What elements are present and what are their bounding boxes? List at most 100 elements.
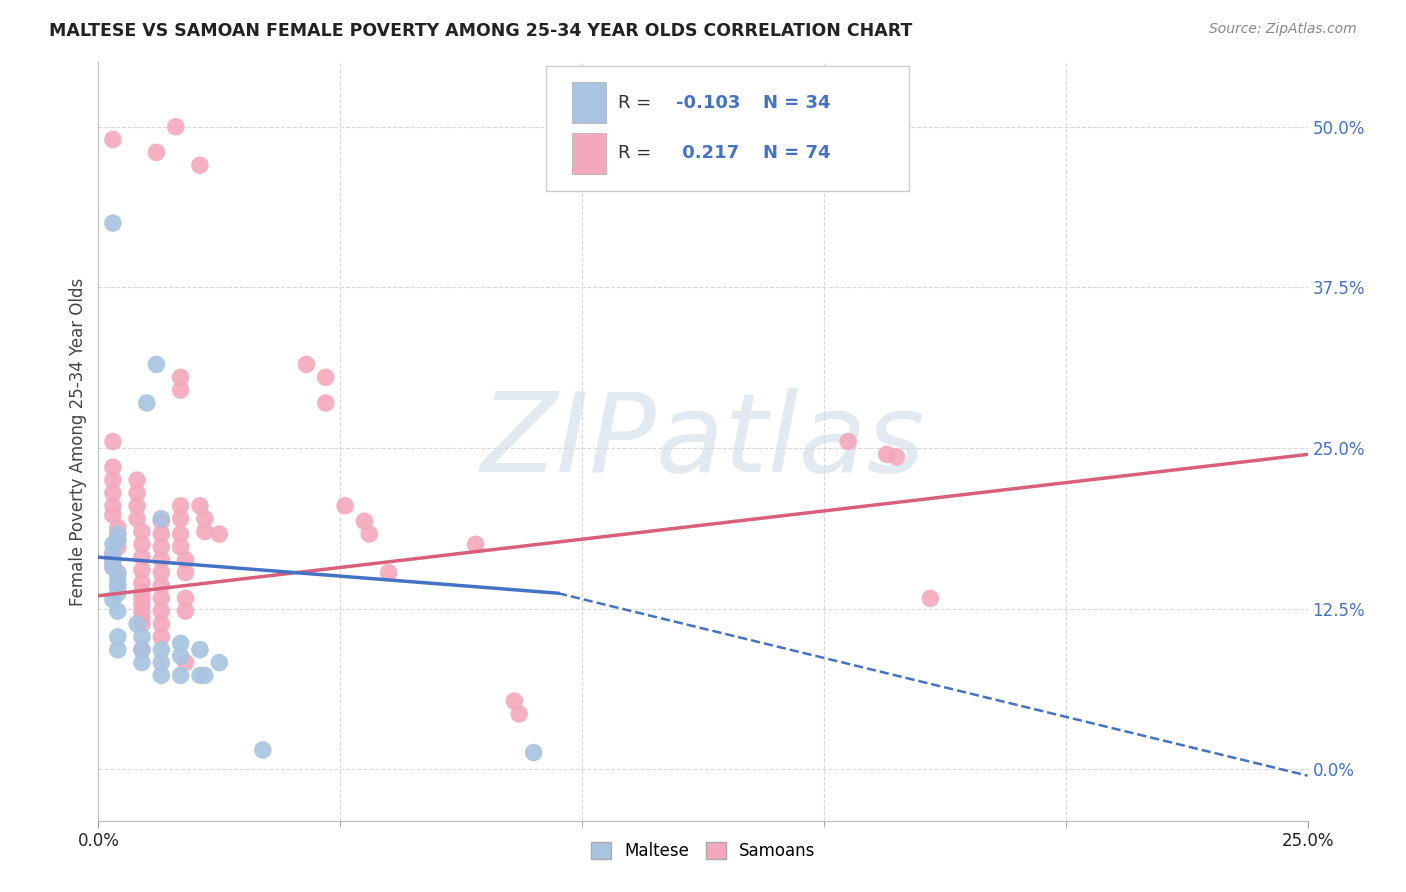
Point [127,511,149,525]
Point [131,563,153,577]
Point [150,617,173,632]
Text: ZIPatlas: ZIPatlas [481,388,925,495]
Point [150,566,173,580]
Point [150,511,173,525]
Point [837,434,859,449]
Point [169,649,191,664]
Point [127,486,149,500]
Point [127,473,149,487]
FancyBboxPatch shape [546,66,908,191]
Point [101,132,124,146]
Point [508,706,530,721]
Text: N = 74: N = 74 [763,145,831,162]
Point [107,527,129,541]
Point [150,527,173,541]
Text: R =: R = [619,94,658,112]
Point [127,499,149,513]
Point [150,553,173,567]
Point [169,668,191,682]
Point [145,145,167,160]
Point [464,537,486,551]
Point [920,591,942,606]
Point [165,120,187,134]
Point [150,591,173,606]
Point [131,585,153,599]
Point [107,580,129,594]
Point [523,746,546,760]
Point [150,630,173,644]
Point [107,527,129,541]
Point [252,743,274,757]
Point [194,524,217,539]
Point [101,546,124,560]
Point [107,521,129,535]
Point [101,537,124,551]
Text: -0.103: -0.103 [676,94,741,112]
Point [107,604,129,618]
Point [169,370,191,384]
Point [127,617,149,632]
Text: MALTESE VS SAMOAN FEMALE POVERTY AMONG 25-34 YEAR OLDS CORRELATION CHART: MALTESE VS SAMOAN FEMALE POVERTY AMONG 2… [49,22,912,40]
Text: R =: R = [619,145,658,162]
Point [101,559,124,574]
Text: N = 34: N = 34 [763,94,831,112]
Point [188,642,211,657]
Point [150,578,173,592]
Point [353,514,375,528]
Point [174,553,197,567]
Point [107,642,129,657]
Point [194,668,217,682]
Point [150,540,173,554]
Point [131,591,153,606]
Point [150,604,173,618]
Point [188,668,211,682]
Point [101,592,124,607]
Point [150,642,173,657]
FancyBboxPatch shape [572,82,606,123]
Point [503,694,526,708]
Point [188,158,211,172]
Point [107,540,129,554]
Point [169,527,191,541]
Point [101,546,124,560]
Point [131,630,153,644]
Point [169,383,191,397]
Point [131,524,153,539]
Point [169,511,191,525]
Point [315,370,337,384]
Point [295,358,318,372]
Point [101,499,124,513]
Point [145,358,167,372]
Point [131,642,153,657]
Point [107,574,129,588]
Point [876,447,898,461]
Point [377,566,399,580]
Legend: Maltese, Samoans: Maltese, Samoans [583,836,823,867]
Point [208,656,231,670]
Point [174,604,197,618]
Point [107,566,129,580]
Point [107,566,129,581]
Point [107,533,129,548]
Point [131,537,153,551]
Point [131,617,153,632]
Point [101,560,124,574]
Point [333,499,356,513]
Point [131,550,153,565]
Point [101,434,124,449]
Y-axis label: Female Poverty Among 25-34 Year Olds: Female Poverty Among 25-34 Year Olds [69,277,87,606]
Point [188,499,211,513]
Point [101,216,124,230]
Point [131,604,153,618]
Point [131,598,153,612]
Point [107,586,129,600]
Point [131,656,153,670]
Text: 0.217: 0.217 [676,145,740,162]
Point [107,630,129,644]
Point [174,656,197,670]
Point [208,527,231,541]
Point [101,486,124,500]
Point [150,656,173,670]
Point [135,396,157,410]
Point [107,533,129,548]
